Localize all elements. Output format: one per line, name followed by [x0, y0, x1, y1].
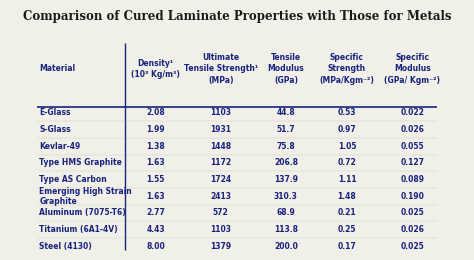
Text: Tensile
Modulus
(GPa): Tensile Modulus (GPa): [267, 53, 304, 84]
Text: 0.025: 0.025: [400, 242, 424, 251]
Text: 0.055: 0.055: [401, 142, 424, 151]
Text: 0.025: 0.025: [400, 209, 424, 217]
Text: 1931: 1931: [210, 125, 231, 134]
Text: 0.21: 0.21: [337, 209, 356, 217]
Text: 0.026: 0.026: [400, 225, 424, 234]
Text: 1.63: 1.63: [146, 158, 165, 167]
Text: 8.00: 8.00: [146, 242, 165, 251]
Text: 1.99: 1.99: [146, 125, 165, 134]
Text: 0.089: 0.089: [400, 175, 424, 184]
Text: 1103: 1103: [210, 225, 231, 234]
Text: Specific
Modulus
(GPa/ Kgm⁻²): Specific Modulus (GPa/ Kgm⁻²): [384, 53, 440, 84]
Text: 1.38: 1.38: [146, 142, 165, 151]
Text: 0.17: 0.17: [337, 242, 356, 251]
Text: 51.7: 51.7: [276, 125, 295, 134]
Text: 1448: 1448: [210, 142, 231, 151]
Text: Type AS Carbon: Type AS Carbon: [39, 175, 107, 184]
Text: 68.9: 68.9: [276, 209, 295, 217]
Text: 1172: 1172: [210, 158, 231, 167]
Text: Steel (4130): Steel (4130): [39, 242, 92, 251]
Text: 1.55: 1.55: [146, 175, 165, 184]
Text: 2413: 2413: [210, 192, 231, 201]
Text: 1.63: 1.63: [146, 192, 165, 201]
Text: 4.43: 4.43: [146, 225, 165, 234]
Text: Kevlar-49: Kevlar-49: [39, 142, 81, 151]
Text: 0.72: 0.72: [337, 158, 356, 167]
Text: 0.25: 0.25: [337, 225, 356, 234]
Text: 113.8: 113.8: [274, 225, 298, 234]
Text: 1724: 1724: [210, 175, 231, 184]
Text: 2.08: 2.08: [146, 108, 165, 118]
Text: Ultimate
Tensile Strength¹
(MPa): Ultimate Tensile Strength¹ (MPa): [183, 53, 258, 84]
Text: Comparison of Cured Laminate Properties with Those for Metals: Comparison of Cured Laminate Properties …: [23, 10, 451, 23]
Text: 44.8: 44.8: [276, 108, 295, 118]
Text: 0.190: 0.190: [400, 192, 424, 201]
Text: 0.022: 0.022: [400, 108, 424, 118]
Text: 2.77: 2.77: [146, 209, 165, 217]
Text: 0.026: 0.026: [400, 125, 424, 134]
Text: 137.9: 137.9: [274, 175, 298, 184]
Text: Density¹
(10³ Kg/m³): Density¹ (10³ Kg/m³): [131, 59, 180, 79]
Text: Material: Material: [39, 64, 75, 73]
Text: 1.05: 1.05: [337, 142, 356, 151]
Text: 0.97: 0.97: [337, 125, 356, 134]
Text: E-Glass: E-Glass: [39, 108, 71, 118]
Text: 1379: 1379: [210, 242, 231, 251]
Text: 1.11: 1.11: [337, 175, 356, 184]
Text: 1.48: 1.48: [337, 192, 356, 201]
Text: 310.3: 310.3: [274, 192, 298, 201]
Text: Titanium (6A1-4V): Titanium (6A1-4V): [39, 225, 118, 234]
Text: Aluminum (7075-T6): Aluminum (7075-T6): [39, 209, 126, 217]
Text: Specific
Strength
(MPa/Kgm⁻²): Specific Strength (MPa/Kgm⁻²): [319, 53, 374, 84]
Text: S-Glass: S-Glass: [39, 125, 71, 134]
Text: Type HMS Graphite: Type HMS Graphite: [39, 158, 122, 167]
Text: 200.0: 200.0: [274, 242, 298, 251]
Text: 572: 572: [213, 209, 228, 217]
Text: 75.8: 75.8: [276, 142, 295, 151]
Text: Emerging High Strain
Graphite: Emerging High Strain Graphite: [39, 187, 132, 206]
Text: 0.53: 0.53: [337, 108, 356, 118]
Text: 0.127: 0.127: [400, 158, 424, 167]
Text: 206.8: 206.8: [274, 158, 298, 167]
Text: 1103: 1103: [210, 108, 231, 118]
